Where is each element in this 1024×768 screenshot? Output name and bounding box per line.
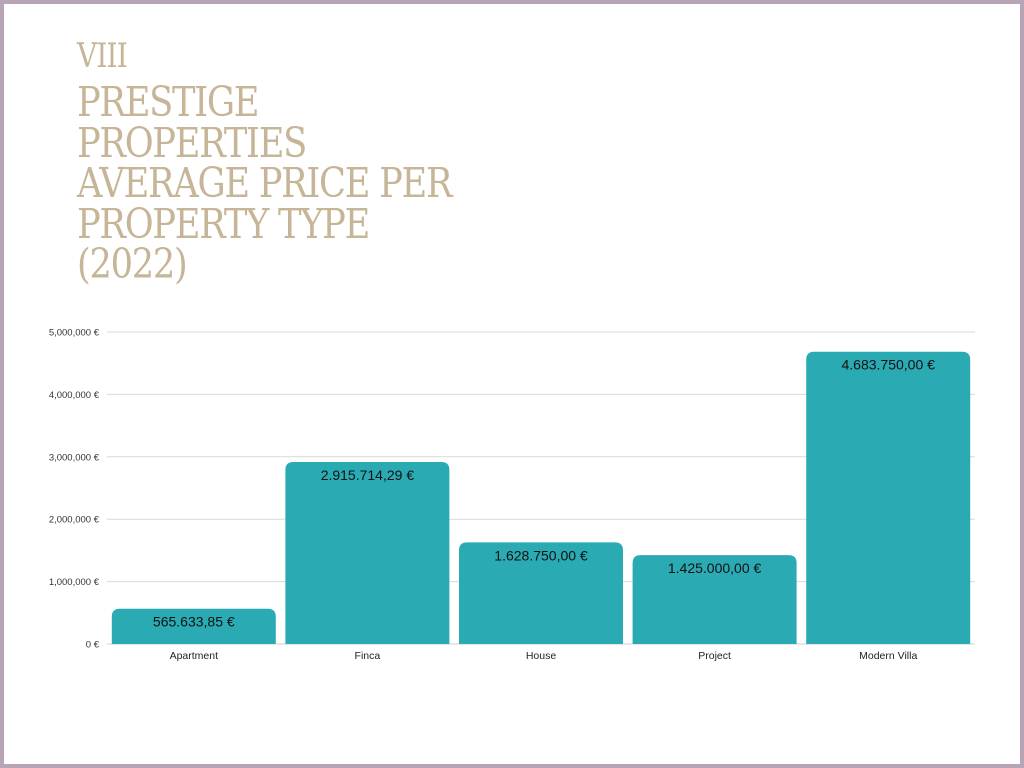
- y-tick-label: 0 €: [86, 640, 100, 651]
- bar-value-label: 4.683.750,00 €: [841, 357, 935, 373]
- y-tick-label: 3,000,000 €: [49, 452, 100, 463]
- y-tick-label: 4,000,000 €: [49, 390, 100, 401]
- y-axis-ticks: 0 € 1,000,000 € 2,000,000 € 3,000,000 € 4,00…: [49, 328, 100, 651]
- title-line: (2022): [77, 240, 188, 288]
- bar-value-label: 1.425.000,00 €: [668, 560, 762, 576]
- x-category-label: Apartment: [170, 650, 219, 662]
- x-category-label: Project: [698, 650, 731, 662]
- title-line: PROPERTIES: [77, 118, 307, 167]
- bar: [111, 608, 276, 644]
- x-category-label: House: [526, 650, 557, 662]
- bar: [285, 462, 450, 644]
- bar: [632, 555, 797, 644]
- bars: [111, 351, 971, 644]
- bar-value-label: 565.633,85 €: [153, 614, 235, 630]
- y-tick-label: 5,000,000 €: [49, 328, 100, 339]
- chart-title: PRESTIGE PROPERTIES AVERAGE PRICE PER PR…: [77, 78, 453, 288]
- title-line: PROPERTY TYPE: [77, 199, 370, 248]
- section-number: VIII: [77, 36, 128, 76]
- x-category-label: Finca: [355, 650, 381, 662]
- bar-value-label: 1.628.750,00 €: [494, 547, 588, 563]
- bar: [459, 542, 623, 644]
- bar: [806, 351, 971, 644]
- y-tick-label: 1,000,000 €: [49, 577, 100, 588]
- bar-value-label: 2.915.714,29 €: [321, 467, 415, 483]
- x-category-label: Modern Villa: [859, 650, 917, 662]
- x-axis-categories: Apartment Finca House Project Modern Villa: [170, 650, 918, 662]
- y-tick-label: 2,000,000 €: [49, 515, 100, 526]
- data-labels: 565.633,85 € 2.915.714,29 € 1.628.750,00 €…: [153, 357, 935, 630]
- title-line: PRESTIGE: [77, 78, 259, 126]
- title-line: AVERAGE PRICE PER: [77, 159, 453, 207]
